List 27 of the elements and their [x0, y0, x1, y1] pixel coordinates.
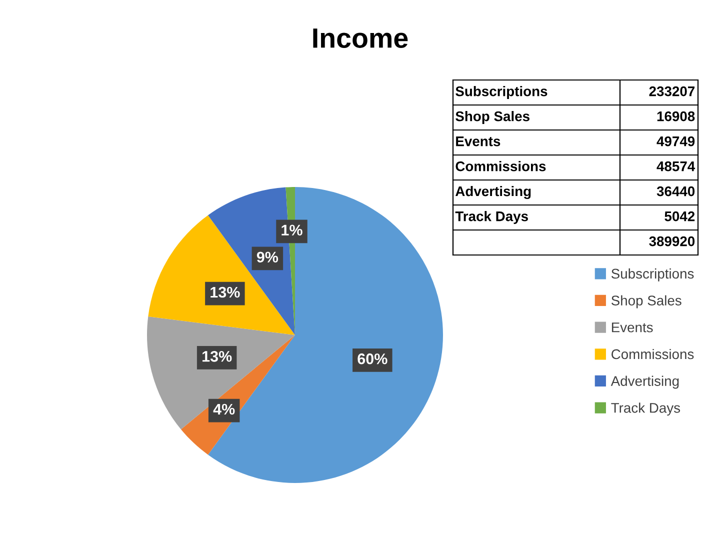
text: 48574 [656, 161, 696, 172]
data-label: 4% [213, 404, 235, 415]
text: 5042 [664, 211, 695, 222]
legend-label: Commissions [612, 348, 694, 360]
text: Commissions [456, 161, 546, 172]
text: Events [456, 136, 500, 146]
text: Subscriptions [456, 86, 548, 99]
legend-label: Events [612, 322, 653, 332]
data-label: 60% [358, 353, 388, 364]
pie-slice [147, 316, 295, 430]
text: Shop Sales [456, 111, 530, 124]
text: Advertising [456, 186, 531, 200]
text: 233207 [649, 86, 695, 96]
data-label: 13% [210, 286, 240, 298]
text: 16908 [657, 111, 695, 122]
data-label: 13% [202, 350, 232, 362]
legend-label: Shop Sales [611, 295, 682, 308]
text: Track Days [455, 211, 528, 224]
legend-label: Advertising [610, 376, 679, 389]
legend-label: Track Days [611, 402, 680, 416]
chart-title: Income [313, 28, 408, 48]
text: 49749 [656, 136, 695, 146]
data-label: 9% [256, 252, 278, 263]
text: 36440 [656, 186, 695, 196]
text: 389920 [649, 236, 695, 246]
data-label: 1% [282, 224, 302, 236]
legend-label: Subscriptions [611, 268, 694, 282]
